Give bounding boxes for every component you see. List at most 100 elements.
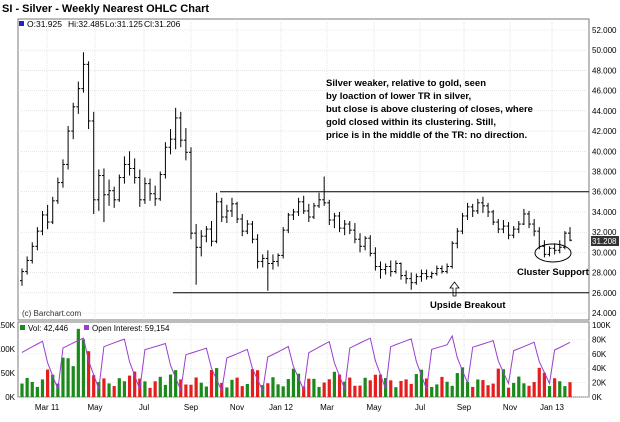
ohlc-bar (347, 221, 352, 235)
volume-bar (553, 378, 557, 397)
volume-bar (496, 368, 500, 397)
volume-bar (455, 373, 459, 397)
ohlc-bar (398, 262, 403, 280)
ohlc-bar (163, 142, 168, 179)
ohlc-bar (322, 176, 327, 206)
ohlc-bar (183, 128, 188, 161)
ohlc-bar (511, 226, 516, 239)
last-price-text: 31.208 (592, 237, 617, 246)
volume-bar (358, 385, 362, 397)
volume-left-tick: 150K (0, 321, 16, 330)
volume-bar (245, 383, 249, 397)
date-tick-label: Jan 13 (540, 403, 565, 412)
ohlc-bar (112, 186, 117, 208)
ohlc-bar (96, 169, 101, 211)
volume-bar (71, 366, 75, 397)
price-panel-frame (17, 18, 590, 321)
volume-bar (368, 380, 372, 397)
volume-bar (81, 339, 86, 397)
ohlc-bar (480, 196, 485, 213)
ohlc-bar (45, 204, 50, 230)
volume-bar (558, 381, 562, 397)
annotation-line: but close is above clustering of closes,… (326, 104, 533, 115)
volume-bar (168, 374, 173, 397)
volume-bar (148, 387, 152, 397)
ohlc-bar (358, 233, 363, 253)
ohlc-bar (40, 210, 45, 236)
volume-bar (542, 372, 546, 397)
volume-bar (430, 386, 434, 397)
ohlc-bar (327, 199, 332, 226)
ohlc-bar (445, 263, 450, 274)
ohlc-bar (332, 212, 337, 229)
volume-bar (399, 380, 403, 397)
volume-bar (235, 377, 239, 397)
ohlc-bar (465, 202, 470, 221)
volume-right-tick: 80K (592, 335, 607, 344)
ohlc-bar (352, 223, 357, 244)
volume-bar (465, 381, 470, 397)
volume-bar (174, 370, 178, 397)
ohlc-bar (276, 253, 281, 267)
volume-bar (532, 382, 536, 397)
ohlc-bar (260, 254, 265, 268)
volume-bar (501, 369, 506, 397)
ohlc-bar (219, 197, 224, 223)
volume-bar (250, 369, 255, 397)
annotation-line: gold closed within its clustering. Still… (326, 117, 496, 128)
annotation-line: price is in the middle of the TR: no dir… (326, 130, 527, 141)
ohlc-bar (30, 242, 35, 264)
ohlc-bar (189, 147, 194, 240)
date-tick-label: Jan 12 (269, 403, 294, 412)
volume-bar (194, 377, 198, 397)
date-tick-label: Nov (503, 403, 517, 412)
ohlc-bar (55, 177, 60, 204)
date-tick-label: May (366, 403, 381, 412)
volume-bar (61, 357, 65, 397)
ohlc-bar (107, 179, 112, 206)
volume-bar (327, 379, 331, 397)
ohlc-bar (270, 254, 275, 270)
price-tick-label: 40.000 (592, 147, 617, 156)
volume-bar (97, 382, 101, 397)
volume-bar (373, 374, 377, 397)
quote-low: Lo:31.125 (105, 19, 143, 29)
ohlc-bar (127, 151, 132, 176)
ohlc-bar (194, 224, 199, 285)
ohlc-bar (419, 269, 424, 282)
ohlc-bar (475, 198, 480, 214)
ohlc-bar (199, 230, 204, 257)
ohlc-bar (20, 268, 24, 286)
ohlc-bar (532, 219, 537, 237)
volume-bar (440, 376, 444, 397)
ohlc-bars (20, 52, 572, 291)
ohlc-bar (363, 236, 368, 251)
quote-close: Cl:31.206 (144, 19, 181, 29)
oi-legend-swatch (84, 325, 89, 330)
volume-bar (317, 386, 321, 397)
volume-bar (122, 381, 127, 397)
volume-bar (117, 378, 121, 397)
ohlc-bar (240, 213, 245, 237)
volume-left-tick: 50K (1, 369, 16, 378)
price-tick-label: 34.000 (592, 208, 617, 217)
volume-bar (568, 382, 572, 397)
ohlc-bar (148, 178, 153, 201)
ohlc-bar (317, 192, 322, 208)
price-tick-label: 48.000 (592, 66, 617, 75)
volume-bar (266, 383, 270, 397)
ohlc-bar (414, 273, 419, 285)
volume-bar (276, 384, 280, 397)
volume-bar (92, 375, 96, 397)
ohlc-bar (91, 111, 96, 214)
open-interest-path (21, 334, 571, 393)
volume-bar (450, 385, 454, 397)
price-tick-label: 50.000 (592, 46, 617, 55)
date-tick-label: Jul (139, 403, 149, 412)
ohlc-bar (388, 260, 393, 277)
volume-bar (153, 381, 157, 397)
volume-bar (102, 378, 106, 397)
ohlc-bar (214, 192, 219, 244)
price-tick-label: 32.000 (592, 228, 617, 237)
volume-bar (512, 382, 516, 397)
